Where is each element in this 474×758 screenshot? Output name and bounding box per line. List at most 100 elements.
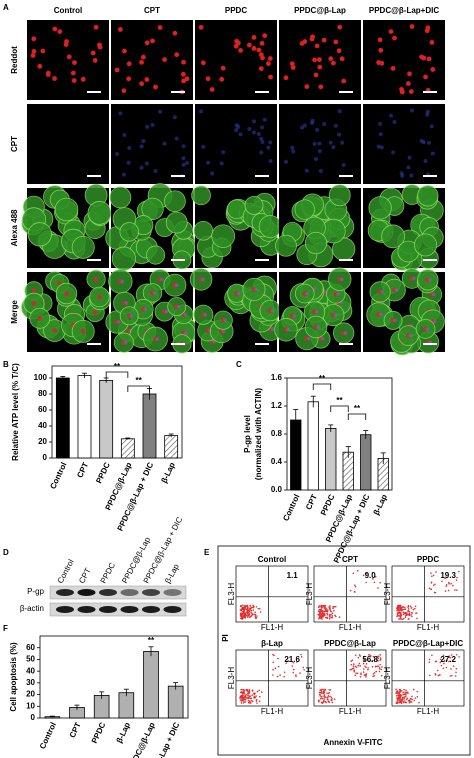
drug-signal	[392, 120, 397, 125]
nucleus	[419, 54, 424, 60]
nucleus	[70, 70, 76, 76]
event-dot	[248, 610, 251, 613]
axis-label: FL1-H	[339, 707, 361, 716]
event-dot	[351, 659, 354, 661]
nucleus	[92, 310, 98, 315]
drug-signal	[153, 169, 158, 174]
cell-body	[244, 195, 264, 215]
nucleus	[140, 54, 146, 60]
event-dot	[405, 693, 407, 696]
nucleus	[93, 276, 99, 282]
drug-signal	[339, 277, 344, 282]
drug-signal	[199, 109, 204, 114]
event-dot	[241, 696, 243, 699]
event-dot	[396, 699, 399, 701]
event-dot	[414, 697, 417, 699]
event-dot	[404, 612, 407, 614]
plot-title: PPDC@β-Lap	[324, 639, 376, 648]
micrograph	[195, 104, 277, 184]
nucleus	[423, 74, 428, 80]
event-dot	[399, 605, 401, 608]
event-dot	[283, 675, 285, 678]
event-dot	[406, 691, 409, 694]
event-dot	[321, 697, 324, 700]
nucleus	[258, 66, 264, 72]
drug-signal	[399, 171, 404, 176]
drug-signal	[122, 133, 127, 138]
plot-frame	[313, 565, 387, 623]
event-dot	[408, 614, 411, 617]
event-dot	[407, 610, 409, 613]
drug-signal	[314, 310, 319, 314]
nucleus	[37, 315, 43, 321]
event-dot	[399, 612, 401, 614]
significance: **	[114, 362, 121, 371]
event-dot	[378, 670, 381, 673]
drug-signal	[150, 122, 155, 127]
bar	[143, 651, 159, 719]
nucleus	[290, 65, 296, 70]
event-dot	[254, 611, 256, 614]
event-dot	[365, 674, 367, 677]
event-dot	[396, 613, 399, 616]
drug-signal	[321, 337, 325, 341]
drug-signal	[341, 163, 346, 168]
nucleus	[251, 46, 257, 51]
nucleus	[97, 42, 102, 48]
event-dot	[252, 604, 254, 607]
cell-body	[146, 245, 166, 265]
event-dot	[255, 695, 257, 697]
drug-signal	[336, 292, 340, 296]
nucleus	[339, 56, 345, 62]
cell-body	[417, 185, 439, 207]
panel-frame	[217, 545, 471, 756]
event-dot	[379, 654, 382, 656]
event-dot	[379, 658, 382, 661]
event-dot	[452, 584, 454, 587]
event-dot	[381, 666, 383, 668]
event-dot	[403, 698, 405, 700]
drug-signal	[307, 336, 311, 341]
axis-label: FL3-H	[227, 583, 236, 605]
nucleus	[377, 37, 383, 43]
panel-letter: E	[204, 548, 210, 557]
quadrant-value: 19.3	[440, 571, 456, 580]
event-dot	[444, 590, 447, 592]
event-dot	[395, 692, 397, 694]
event-dot	[448, 660, 450, 663]
event-dot	[412, 608, 415, 611]
event-dot	[395, 694, 398, 697]
event-dot	[241, 617, 243, 620]
event-dot	[350, 668, 353, 671]
drug-signal	[388, 113, 393, 118]
cell-body	[111, 246, 136, 271]
event-dot	[250, 611, 252, 614]
event-dot	[408, 612, 411, 615]
plot-title: Control	[258, 555, 286, 564]
nucleus	[390, 65, 396, 71]
event-dot	[250, 702, 252, 704]
bar	[120, 438, 135, 459]
axis-label: FL1-H	[417, 623, 439, 632]
event-dot	[402, 611, 404, 614]
drug-signal	[268, 159, 273, 164]
nucleus	[405, 81, 411, 86]
event-dot	[296, 661, 298, 663]
event-dot	[448, 656, 450, 659]
bar	[164, 435, 179, 459]
nucleus	[251, 34, 257, 40]
event-dot	[243, 609, 246, 611]
event-dot	[403, 612, 406, 614]
axis-label: FL1-H	[261, 623, 283, 632]
drug-signal	[139, 165, 144, 170]
drug-signal	[304, 168, 309, 173]
y-tick-label: 40	[26, 666, 35, 675]
drug-signal	[266, 145, 271, 150]
event-dot	[411, 612, 414, 614]
event-dot	[338, 616, 341, 618]
significance-bracket	[312, 383, 332, 390]
event-dot	[358, 662, 361, 665]
cell-body	[119, 222, 139, 242]
event-dot	[319, 689, 321, 691]
event-dot	[404, 606, 406, 609]
